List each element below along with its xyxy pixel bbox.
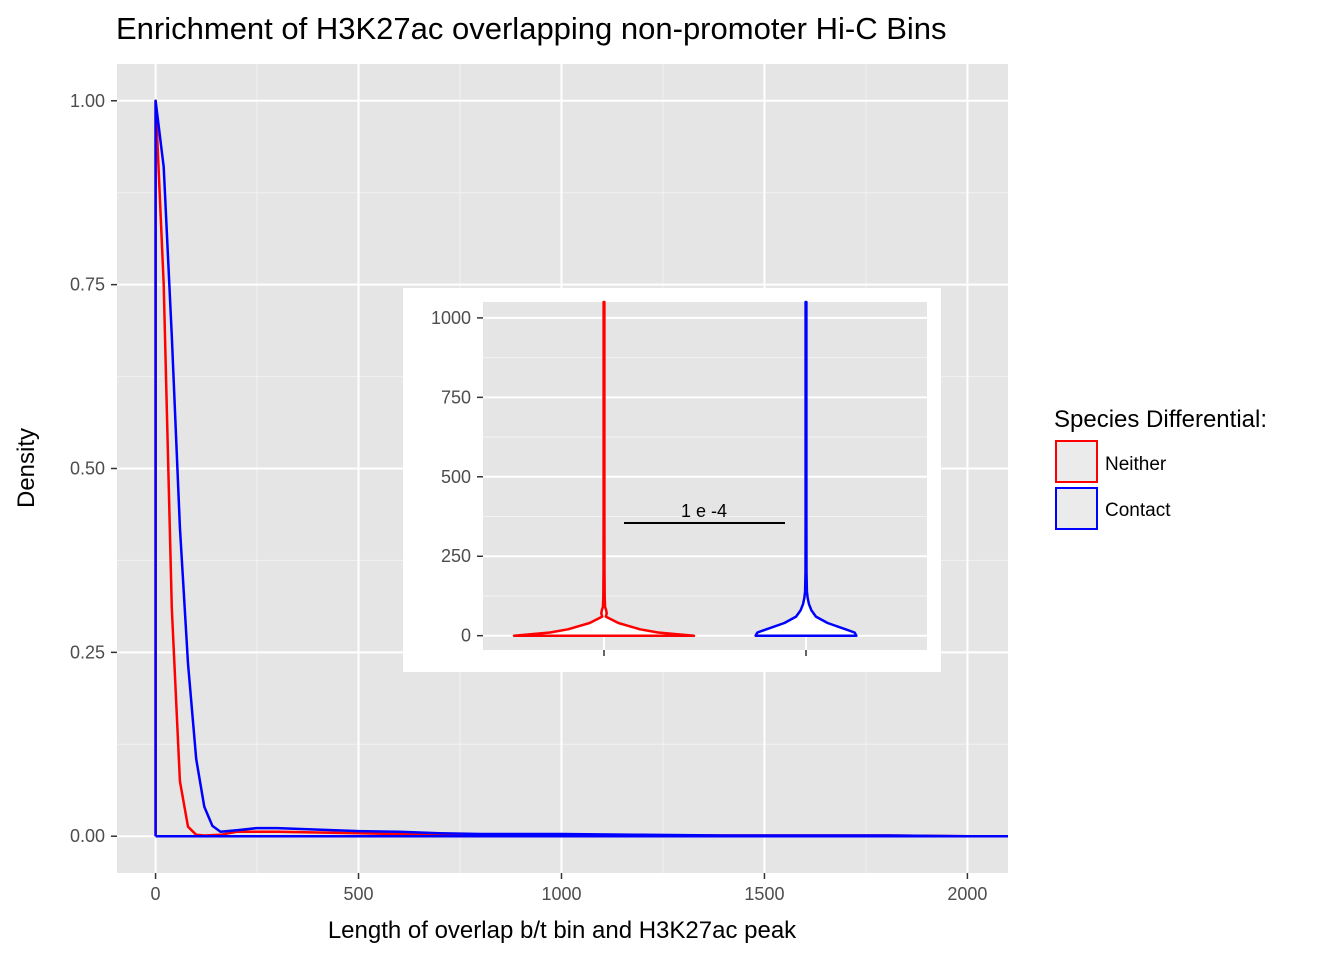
- inset-violins: [512, 300, 858, 637]
- legend-key-neither: [1055, 440, 1098, 483]
- legend-title: Species Differential:: [1054, 406, 1267, 433]
- x-tick-label: 0: [151, 884, 161, 904]
- inset-axes: 0 250 500 750 1000: [431, 308, 807, 656]
- inset-y-tick-label: 250: [441, 546, 471, 566]
- x-tick-label: 1000: [541, 884, 581, 904]
- inset-y-tick-label: 750: [441, 387, 471, 407]
- inset-violin-plot: 0 250 500 750 1000 1 e -4: [403, 288, 941, 672]
- y-tick-label: 0.00: [70, 826, 105, 846]
- significance-label: 1 e -4: [681, 501, 727, 521]
- x-axis-title: Length of overlap b/t bin and H3K27ac pe…: [328, 917, 797, 944]
- y-axis-title: Density: [13, 428, 40, 508]
- legend: Species Differential: Neither Contact: [1054, 406, 1267, 530]
- x-tick-label: 2000: [947, 884, 987, 904]
- chart-title: Enrichment of H3K27ac overlapping non-pr…: [116, 11, 947, 46]
- y-tick-label: 0.25: [70, 642, 105, 662]
- inset-y-tick-label: 500: [441, 467, 471, 487]
- x-tick-label: 1500: [744, 884, 784, 904]
- y-tick-label: 1.00: [70, 91, 105, 111]
- violin-contact: [754, 300, 858, 637]
- main-axes: 0 500 1000 1500 2000 0.00 0.25 0.50 0.75 1.00: [70, 91, 987, 904]
- legend-label-neither: Neither: [1105, 454, 1167, 475]
- violin-neither: [512, 300, 696, 637]
- main-density-lines: [154, 99, 1008, 838]
- legend-label-contact: Contact: [1105, 500, 1171, 521]
- y-tick-label: 0.75: [70, 275, 105, 295]
- x-tick-label: 500: [344, 884, 374, 904]
- inset-y-tick-label: 1000: [431, 308, 471, 328]
- inset-y-tick-label: 0: [461, 626, 471, 646]
- y-tick-label: 0.50: [70, 459, 105, 479]
- legend-key-contact: [1055, 487, 1098, 530]
